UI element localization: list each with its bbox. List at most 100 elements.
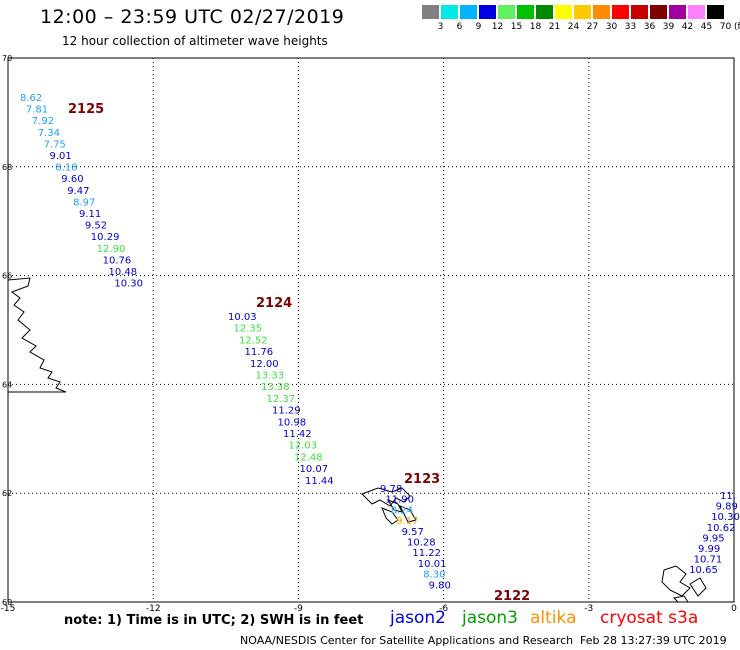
wave-height-label: 8.24	[391, 505, 413, 516]
wave-height-label: 9.47	[67, 186, 89, 197]
wave-height-label: 10.65	[689, 565, 718, 576]
wave-height-label: 11.76	[245, 347, 274, 358]
track-3: 2122	[494, 589, 530, 604]
grid-lines	[8, 58, 734, 602]
wave-height-label: 9.80	[429, 580, 451, 591]
wave-height-label: 10.28	[407, 538, 436, 549]
map-title: 12:00 – 23:59 UTC 02/27/2019	[40, 6, 345, 28]
wave-height-label: 7.75	[44, 139, 66, 150]
legend-swatch	[441, 5, 458, 19]
legend-swatch	[460, 5, 477, 19]
legend-swatch	[650, 5, 667, 19]
wave-height-label: 11.42	[283, 429, 312, 440]
wave-height-label: 8.30	[423, 570, 445, 581]
wave-height-label: 12.90	[97, 244, 126, 255]
wave-height-label: 10.29	[91, 232, 120, 243]
legend-label: 27	[586, 22, 599, 32]
wave-height-label: 12.37	[267, 394, 296, 405]
wave-height-label: 9.57	[402, 527, 424, 538]
wave-height-label: 10.03	[228, 312, 257, 323]
wave-height-label: 8.97	[73, 197, 95, 208]
legend-unit: (ft)	[734, 22, 740, 32]
wave-height-label: 13.38	[261, 382, 290, 393]
wave-height-label: 12.00	[250, 359, 279, 370]
legend-label: 15	[510, 22, 523, 32]
wave-height-label: 9.17	[396, 516, 418, 527]
track-2: 9.7811.908.249.179.5710.2811.2210.018.30…	[380, 472, 451, 591]
wave-height-label: 11.22	[412, 548, 441, 559]
wave-height-label: 9.95	[702, 533, 724, 544]
wave-height-label: 11.44	[305, 476, 334, 487]
wave-height-label: 7.34	[38, 128, 60, 139]
wave-height-label: 9.99	[698, 544, 720, 555]
greenland-coastline	[7, 277, 67, 393]
satellite-jason2: jason2	[390, 608, 446, 628]
map-frame	[7, 57, 735, 603]
x-tick-label: -6	[439, 604, 448, 614]
legend-label: 3	[437, 22, 444, 32]
legend-label: 18	[529, 22, 542, 32]
orbit-number-label: 2124	[256, 296, 292, 311]
wave-height-label: 7.92	[32, 116, 54, 127]
wave-height-label: 10.98	[278, 417, 307, 428]
wave-height-label: 10.30	[711, 512, 740, 523]
wave-height-label: 9.52	[85, 221, 107, 232]
legend-label: 24	[567, 22, 580, 32]
y-tick-label: 62	[2, 489, 12, 498]
wave-height-label: 8.62	[20, 93, 42, 104]
x-tick-label: -3	[584, 604, 593, 614]
legend-label: 42	[681, 22, 694, 32]
track-0: 8.627.817.927.347.759.018.189.609.478.97…	[20, 93, 143, 290]
wave-height-label: 12.48	[294, 452, 323, 463]
y-tick-label: 68	[2, 163, 12, 172]
wave-height-label: 8.18	[55, 163, 77, 174]
legend-swatch	[669, 5, 686, 19]
legend-label: 30	[605, 22, 618, 32]
legend-swatch	[574, 5, 591, 19]
legend-label: 45	[700, 22, 713, 32]
wave-height-label: 9.60	[61, 174, 83, 185]
legend-swatch	[707, 5, 724, 19]
orbit-number-label: 2125	[68, 102, 104, 117]
wave-height-label: 11.29	[272, 406, 301, 417]
wave-height-label: 10.07	[300, 464, 329, 475]
legend-swatch	[536, 5, 553, 19]
wave-height-label: 7.81	[26, 105, 48, 116]
shetland-islands	[661, 565, 707, 603]
legend-swatch	[631, 5, 648, 19]
x-tick-label: -15	[1, 604, 16, 614]
legend-label: 70	[719, 22, 732, 32]
legend-label: 33	[624, 22, 637, 32]
wave-height-label: 10.71	[694, 555, 723, 566]
wave-height-label: 10.01	[418, 559, 447, 570]
legend-swatch	[422, 5, 439, 19]
orbit-number-label: 2122	[494, 589, 530, 604]
wave-height-label: 10.62	[707, 523, 736, 534]
satellite-altika: altika	[530, 608, 577, 628]
legend-label: 39	[662, 22, 675, 32]
wave-height-label: 11.	[720, 491, 736, 502]
wave-height-label: 12.03	[289, 441, 318, 452]
legend-label: 21	[548, 22, 561, 32]
wave-height-label: 9.89	[716, 502, 738, 513]
legend-label: 12	[491, 22, 504, 32]
legend-label: 9	[475, 22, 482, 32]
wave-height-label: 9.01	[50, 151, 72, 162]
wave-height-label: 10.48	[109, 267, 138, 278]
satellite-cryosat-s3a: cryosat s3a	[600, 608, 699, 628]
wave-height-label: 10.30	[114, 279, 143, 290]
legend-swatch	[688, 5, 705, 19]
legend-swatch	[498, 5, 515, 19]
wave-height-label: 10.76	[103, 255, 132, 266]
axis-tick-labels: -15 -12 -9 -6 -3 0 70 68 66 64 62 60	[1, 54, 737, 614]
credit-line: NOAA/NESDIS Center for Satellite Applica…	[240, 634, 574, 647]
legend-label: 36	[643, 22, 656, 32]
wave-height-label: 9.78	[380, 484, 402, 495]
legend-swatch	[593, 5, 610, 19]
satellite-jason3: jason3	[462, 608, 518, 628]
orbit-number-label: 2123	[404, 472, 440, 487]
wave-height-label: 11.90	[385, 495, 414, 506]
legend-swatch	[479, 5, 496, 19]
